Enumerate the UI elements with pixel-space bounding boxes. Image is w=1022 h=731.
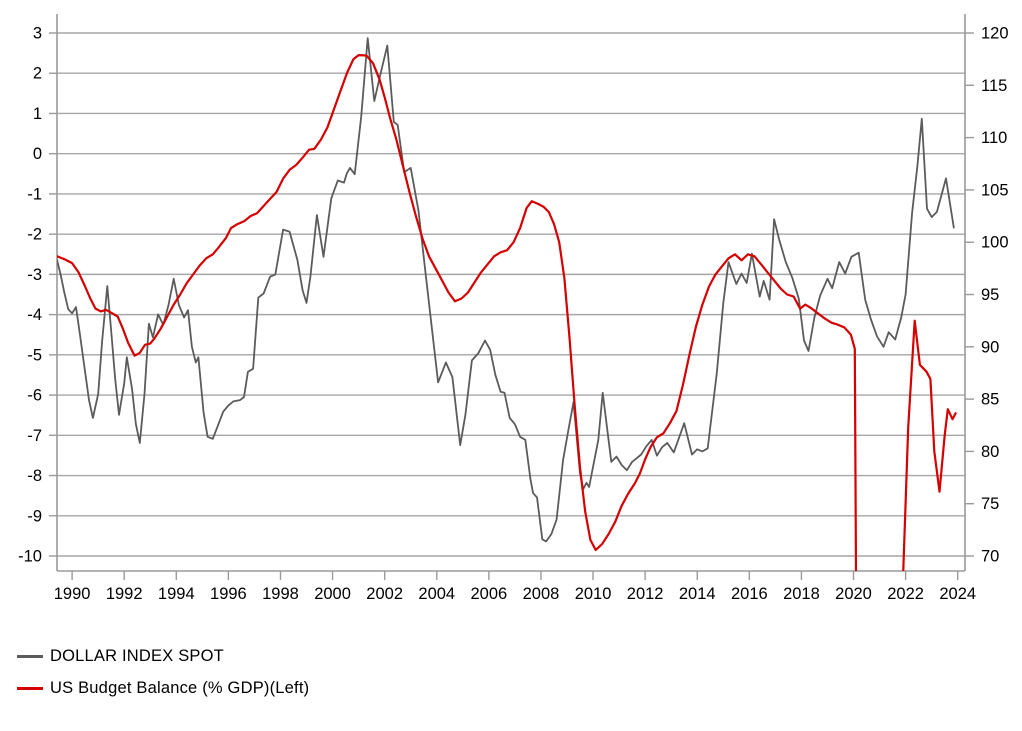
x-tick-label: 1990 — [54, 585, 91, 603]
y-right-tick-label: 70 — [981, 548, 999, 566]
y-left-tick-label: -8 — [27, 467, 42, 485]
legend-item-budget-balance: US Budget Balance (% GDP)(Left) — [17, 678, 309, 698]
legend-item-dollar-index: DOLLAR INDEX SPOT — [17, 646, 224, 666]
y-right-tick-label: 115 — [981, 77, 1007, 95]
x-tick-label: 2002 — [366, 585, 403, 603]
y-left-tick-label: 1 — [33, 105, 42, 123]
y-left-tick-label: 2 — [33, 65, 42, 83]
x-tick-label: 2006 — [471, 585, 508, 603]
series-line-budget-balance — [57, 54, 957, 571]
x-tick-label: 1992 — [106, 585, 143, 603]
y-left-tick-label: 0 — [33, 145, 42, 163]
x-tick-label: 2022 — [887, 585, 924, 603]
y-left-tick-label: -5 — [27, 346, 42, 364]
x-tick-label: 1998 — [262, 585, 299, 603]
x-tick-label: 2016 — [731, 585, 768, 603]
x-tick-label: 2014 — [679, 585, 716, 603]
x-tick-label: 2012 — [627, 585, 664, 603]
y-left-tick-label: -6 — [27, 387, 42, 405]
x-tick-label: 2024 — [939, 585, 976, 603]
x-tick-label: 2004 — [418, 585, 455, 603]
y-right-tick-label: 95 — [981, 286, 999, 304]
y-right-tick-label: 90 — [981, 338, 999, 356]
y-left-tick-label: -7 — [27, 427, 42, 445]
x-tick-label: 2008 — [523, 585, 560, 603]
y-left-tick-label: -1 — [27, 185, 42, 203]
y-left-tick-label: -2 — [27, 226, 42, 244]
legend-label: DOLLAR INDEX SPOT — [50, 646, 224, 665]
x-tick-label: 2020 — [835, 585, 872, 603]
x-tick-label: 2010 — [575, 585, 612, 603]
gray-line-swatch-icon — [17, 654, 43, 658]
y-left-tick-label: -10 — [18, 548, 42, 566]
y-right-tick-label: 80 — [981, 443, 999, 461]
y-right-tick-label: 105 — [981, 181, 1009, 199]
red-line-swatch-icon — [17, 686, 43, 690]
y-right-tick-label: 100 — [981, 234, 1009, 252]
y-left-tick-label: -3 — [27, 266, 42, 284]
y-left-tick-label: -9 — [27, 507, 42, 525]
x-tick-label: 2018 — [783, 585, 820, 603]
y-right-tick-label: 110 — [981, 129, 1007, 147]
x-tick-label: 1994 — [158, 585, 195, 603]
y-left-tick-label: 3 — [33, 25, 42, 43]
legend-label: US Budget Balance (% GDP)(Left) — [50, 678, 310, 697]
x-tick-label: 1996 — [210, 585, 247, 603]
y-left-tick-label: -4 — [27, 306, 42, 324]
y-right-tick-label: 120 — [981, 25, 1009, 43]
y-right-tick-label: 75 — [981, 495, 999, 513]
y-right-tick-label: 85 — [981, 391, 999, 409]
x-tick-label: 2000 — [314, 585, 351, 603]
series-line-dollar-index — [57, 37, 955, 543]
